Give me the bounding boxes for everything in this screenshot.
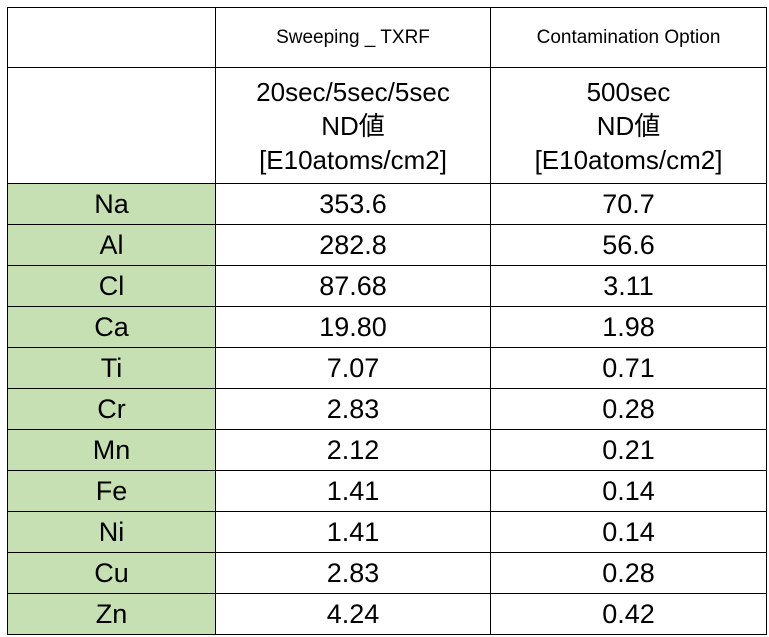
contamination-value-cell: 0.28	[490, 388, 767, 430]
comparison-table: Sweeping _ TXRF Contamination Option 20s…	[7, 7, 767, 635]
contamination-value-cell: 0.14	[490, 470, 767, 512]
contamination-value-cell: 0.71	[490, 347, 767, 389]
element-cell: Mn	[7, 429, 216, 471]
table-row: Na 353.6 70.7	[7, 183, 767, 225]
element-cell: Cu	[7, 552, 216, 594]
contamination-time-label: 500sec	[586, 76, 671, 107]
sweeping-time-label: 20sec/5sec/5sec	[256, 76, 450, 107]
contamination-value-cell: 56.6	[490, 224, 767, 266]
element-cell: Na	[7, 183, 216, 225]
table-row: Ni 1.41 0.14	[7, 511, 767, 553]
sweeping-value-cell: 19.80	[215, 306, 491, 348]
subheader-sweeping-cell: 20sec/5sec/5sec ND値 [E10atoms/cm2]	[215, 67, 491, 184]
element-cell: Ca	[7, 306, 216, 348]
header-row: Sweeping _ TXRF Contamination Option	[7, 7, 767, 68]
contamination-value-cell: 0.21	[490, 429, 767, 471]
subheader-corner-cell	[7, 67, 216, 184]
table-row: Cu 2.83 0.28	[7, 552, 767, 594]
contamination-value-cell: 0.14	[490, 511, 767, 553]
element-cell: Cr	[7, 388, 216, 430]
sweeping-value-cell: 353.6	[215, 183, 491, 225]
element-cell: Fe	[7, 470, 216, 512]
sweeping-value-cell: 87.68	[215, 265, 491, 307]
sweeping-value-cell: 4.24	[215, 593, 491, 635]
table-row: Fe 1.41 0.14	[7, 470, 767, 512]
sweeping-value-cell: 7.07	[215, 347, 491, 389]
header-contamination-option: Contamination Option	[490, 7, 767, 68]
sweeping-value-cell: 1.41	[215, 470, 491, 512]
header-sweeping-txrf: Sweeping _ TXRF	[215, 7, 491, 68]
contamination-nd-label: ND値	[596, 110, 661, 141]
sweeping-value-cell: 1.41	[215, 511, 491, 553]
contamination-value-cell: 1.98	[490, 306, 767, 348]
table-body: Sweeping _ TXRF Contamination Option 20s…	[7, 7, 767, 635]
table-row: Cr 2.83 0.28	[7, 388, 767, 430]
element-cell: Cl	[7, 265, 216, 307]
table-row: Ti 7.07 0.71	[7, 347, 767, 389]
contamination-unit-label: [E10atoms/cm2]	[534, 144, 723, 175]
sweeping-unit-label: [E10atoms/cm2]	[259, 144, 447, 175]
table-row: Cl 87.68 3.11	[7, 265, 767, 307]
element-cell: Ti	[7, 347, 216, 389]
element-cell: Ni	[7, 511, 216, 553]
sweeping-value-cell: 282.8	[215, 224, 491, 266]
contamination-value-cell: 3.11	[490, 265, 767, 307]
contamination-value-cell: 0.28	[490, 552, 767, 594]
sweeping-value-cell: 2.83	[215, 388, 491, 430]
contamination-value-cell: 70.7	[490, 183, 767, 225]
subheader-contamination-cell: 500sec ND値 [E10atoms/cm2]	[490, 67, 767, 184]
table-row: Ca 19.80 1.98	[7, 306, 767, 348]
header-corner-cell	[7, 7, 216, 68]
element-cell: Zn	[7, 593, 216, 635]
table-row: Zn 4.24 0.42	[7, 593, 767, 635]
element-cell: Al	[7, 224, 216, 266]
sweeping-value-cell: 2.83	[215, 552, 491, 594]
contamination-value-cell: 0.42	[490, 593, 767, 635]
sweeping-nd-label: ND値	[321, 110, 385, 141]
sweeping-value-cell: 2.12	[215, 429, 491, 471]
table-row: Al 282.8 56.6	[7, 224, 767, 266]
table-row: Mn 2.12 0.21	[7, 429, 767, 471]
subheader-row: 20sec/5sec/5sec ND値 [E10atoms/cm2] 500se…	[7, 67, 767, 184]
